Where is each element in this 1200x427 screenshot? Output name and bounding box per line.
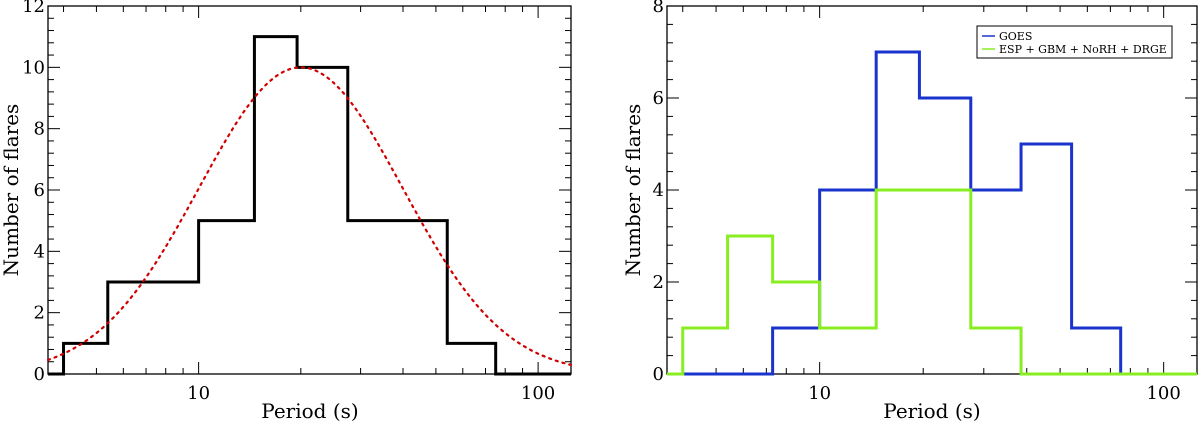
- left-series-layer: [46, 35, 573, 376]
- legend-label-goes: GOES: [999, 30, 1032, 43]
- histogram-bar: [152, 282, 198, 374]
- histogram-bar: [397, 221, 447, 374]
- right-y-axis-title: Number of flares: [621, 104, 645, 277]
- left-x-axis-title: Period (s): [261, 399, 358, 423]
- histogram-bar: [919, 190, 970, 374]
- histogram-series-1: [667, 188, 1197, 376]
- right-series-layer: [667, 50, 1197, 376]
- histogram-series-0: [667, 50, 1197, 376]
- y-tick-label: 6: [34, 180, 45, 201]
- x-tick-label: 100: [1146, 383, 1180, 404]
- histogram-bar: [1021, 144, 1072, 374]
- y-tick-label: 4: [34, 241, 45, 262]
- x-tick-label: 10: [808, 383, 831, 404]
- histogram-bar: [297, 67, 348, 374]
- left-y-axis-title: Number of flares: [0, 104, 23, 277]
- legend-box: [976, 25, 1173, 59]
- x-tick-label: 100: [521, 383, 555, 404]
- y-tick-label: 4: [653, 180, 664, 201]
- histogram-bar: [773, 282, 820, 374]
- histogram-bar: [108, 282, 152, 374]
- histogram-bar: [1072, 328, 1121, 374]
- histogram-bar: [64, 343, 108, 374]
- right-y-tick-marks: [667, 5, 1197, 375]
- histogram-bar: [199, 221, 255, 374]
- fit-curve: [46, 66, 573, 366]
- histogram-bar: [447, 343, 495, 374]
- histogram-bar: [254, 37, 297, 374]
- right-x-axis-title: Period (s): [883, 399, 980, 423]
- histogram-bar: [971, 328, 1021, 374]
- left-x-tick-labels: 10 100: [187, 383, 555, 404]
- legend: GOES ESP + GBM + NoRH + DRGE: [976, 25, 1173, 59]
- histogram-bar: [876, 190, 919, 374]
- y-tick-label: 0: [653, 364, 664, 385]
- histogram-bar: [728, 236, 773, 374]
- left-y-tick-labels: 0 2 4 6 8 10 12: [22, 0, 45, 385]
- histogram-bar: [348, 221, 398, 374]
- legend-label-esp: ESP + GBM + NoRH + DRGE: [999, 43, 1167, 56]
- y-tick-label: 8: [34, 119, 45, 140]
- y-tick-label: 2: [34, 303, 45, 324]
- right-y-tick-labels: 0 2 4 6 8: [653, 0, 664, 385]
- y-tick-label: 10: [22, 57, 45, 78]
- histogram-bar: [683, 328, 728, 374]
- left-x-tick-marks: [63, 6, 539, 374]
- x-tick-label: 10: [187, 383, 210, 404]
- right-x-tick-labels: 10 100: [808, 383, 1181, 404]
- y-tick-label: 12: [22, 0, 45, 17]
- y-tick-label: 0: [34, 364, 45, 385]
- left-y-tick-marks: [48, 5, 571, 375]
- left-chart: 10 100 0 2 4 6 8 10 12 Period (s) Number of fla…: [0, 0, 573, 423]
- y-tick-label: 8: [653, 0, 664, 17]
- histogram-bar: [820, 328, 877, 374]
- y-tick-label: 2: [653, 272, 664, 293]
- y-tick-label: 6: [653, 88, 664, 109]
